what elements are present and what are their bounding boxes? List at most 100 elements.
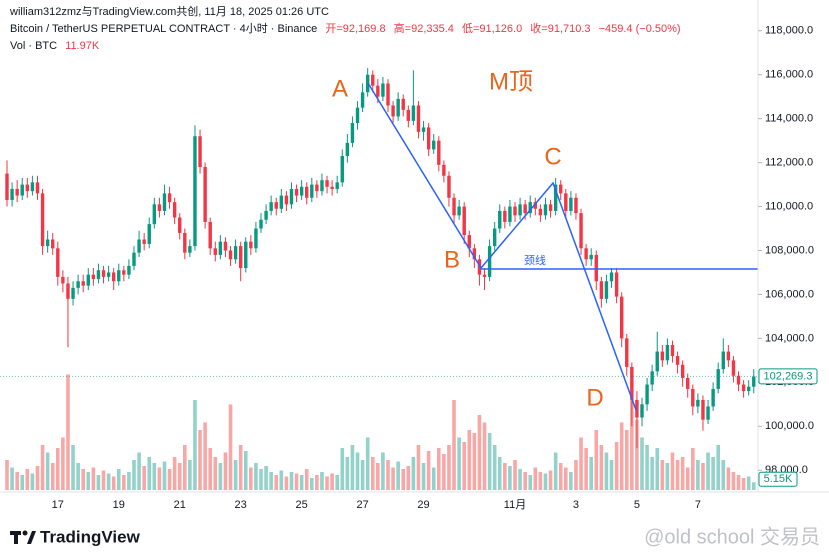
volume-bar <box>162 461 167 490</box>
candle-body <box>127 265 131 275</box>
volume-bar <box>746 476 751 490</box>
x-tick-label: 17 <box>52 499 64 511</box>
candle-body <box>716 369 720 389</box>
candle-body <box>528 202 532 214</box>
candle-body <box>111 272 116 282</box>
candle-body <box>579 213 583 249</box>
volume-bar <box>416 445 421 490</box>
ohlc: 收=91,710.3 <box>530 23 591 35</box>
candle-body <box>330 186 334 189</box>
candle-body <box>746 386 751 392</box>
x-tick-label: 25 <box>296 499 308 511</box>
volume-bar <box>91 467 96 490</box>
volume-bar <box>533 467 538 490</box>
candle-body <box>645 384 649 405</box>
x-tick-label: 27 <box>356 499 368 511</box>
volume-bar <box>538 472 543 490</box>
volume-bar <box>122 475 126 490</box>
volume-tag: 5.15K <box>764 473 793 485</box>
volume-bar <box>508 466 512 490</box>
candle-body <box>487 246 492 277</box>
candle-body <box>335 182 339 189</box>
candle-body <box>650 371 654 385</box>
candle-body <box>315 184 319 192</box>
volume-bar <box>147 457 152 490</box>
candle-body <box>284 195 289 205</box>
volume-bar <box>548 470 553 490</box>
candle-body <box>452 197 456 216</box>
volume-bar <box>233 460 238 490</box>
volume-bar <box>218 463 223 490</box>
candle-body <box>655 351 659 372</box>
candle-body <box>233 246 238 260</box>
label-c: C <box>544 143 561 170</box>
candle-body <box>137 239 141 253</box>
candle-body <box>675 355 680 365</box>
candle-body <box>574 197 578 214</box>
candle-body <box>101 270 106 277</box>
volume-bar <box>167 469 172 490</box>
candle-body <box>421 127 426 132</box>
volume-bar <box>726 467 731 490</box>
price-tag-box <box>758 368 818 385</box>
candle-body <box>81 281 85 286</box>
candle-body <box>279 195 284 209</box>
candle-body <box>203 166 207 222</box>
candle-body <box>437 140 441 165</box>
volume-bar <box>345 457 350 490</box>
candle-body <box>320 180 324 192</box>
candle-body <box>498 210 502 229</box>
candle-body <box>503 210 507 222</box>
candle-body <box>376 85 380 97</box>
volume-bar <box>101 470 106 490</box>
volume-bar <box>691 448 695 490</box>
volume-bar <box>386 460 390 490</box>
candle-body <box>183 232 187 253</box>
volume-bar <box>589 457 593 490</box>
volume-bar <box>243 451 248 490</box>
candle-body <box>5 173 9 200</box>
legend: william312zmz与TradingView.com共创, 11月 18,… <box>10 4 686 55</box>
byline: william312zmz与TradingView.com共创, 11月 18,… <box>10 6 329 18</box>
volume-bar <box>731 472 736 490</box>
volume-bar <box>584 448 588 490</box>
volume-value: 11.97K <box>65 40 100 52</box>
volume-bar <box>76 463 80 490</box>
volume-bar <box>696 460 700 490</box>
volume-bar <box>543 473 548 490</box>
symbol: Bitcoin / TetherUS PERPETUAL CONTRACT · … <box>10 23 318 35</box>
candle-body <box>162 193 167 211</box>
candle-body <box>238 246 243 269</box>
candle-body <box>96 270 101 280</box>
change: −459.4 (−0.50%) <box>598 23 681 35</box>
candle-body <box>91 274 96 280</box>
volume-bar <box>401 469 406 490</box>
candle-body <box>477 259 482 275</box>
candle-body <box>61 276 65 284</box>
volume-bar <box>289 472 294 490</box>
volume-bar <box>431 467 436 490</box>
volume-bar <box>111 476 116 490</box>
volume-bar <box>711 457 715 490</box>
volume-bar <box>599 445 604 490</box>
x-tick-label: 19 <box>113 499 125 511</box>
candle-body <box>569 197 573 211</box>
volume-bar <box>614 442 619 490</box>
candle-body <box>462 206 466 236</box>
candle-body <box>122 270 126 275</box>
candle-body <box>208 221 212 249</box>
candle-body <box>10 188 14 200</box>
volume-bar <box>299 475 304 490</box>
volume-bar <box>304 469 309 490</box>
x-tick-label: 23 <box>235 499 247 511</box>
volume-bar <box>655 448 660 490</box>
x-tick-label: 21 <box>174 499 186 511</box>
volume-bar <box>497 457 502 490</box>
volume-bar <box>624 430 629 490</box>
symbol-row: Bitcoin / TetherUS PERPETUAL CONTRACT · … <box>10 21 686 38</box>
candle-body <box>188 246 192 253</box>
volume-bar <box>259 469 263 490</box>
volume-bar <box>472 433 477 490</box>
